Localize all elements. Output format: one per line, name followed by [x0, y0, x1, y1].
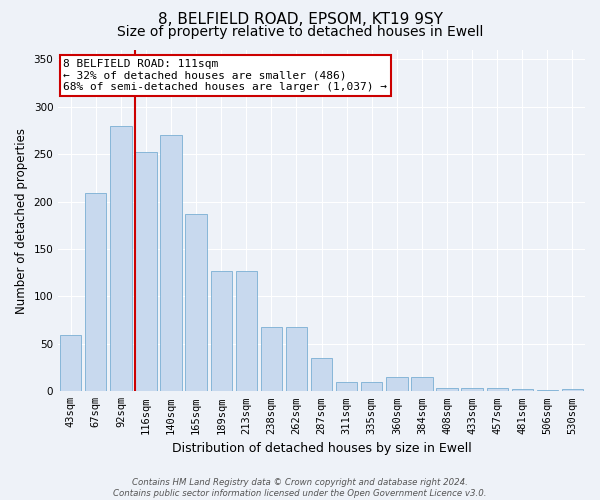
Bar [85, 193, 106, 392]
Bar [562, 390, 583, 392]
Bar [512, 390, 533, 392]
Bar [436, 388, 458, 392]
X-axis label: Distribution of detached houses by size in Ewell: Distribution of detached houses by size … [172, 442, 472, 455]
Bar [211, 271, 232, 392]
Bar [261, 327, 282, 392]
Text: Contains HM Land Registry data © Crown copyright and database right 2024.
Contai: Contains HM Land Registry data © Crown c… [113, 478, 487, 498]
Bar [537, 390, 558, 392]
Bar [487, 388, 508, 392]
Bar [236, 271, 257, 392]
Text: 8, BELFIELD ROAD, EPSOM, KT19 9SY: 8, BELFIELD ROAD, EPSOM, KT19 9SY [157, 12, 443, 28]
Bar [136, 152, 157, 392]
Bar [336, 382, 358, 392]
Bar [110, 126, 131, 392]
Bar [361, 382, 382, 392]
Bar [60, 336, 82, 392]
Text: 8 BELFIELD ROAD: 111sqm
← 32% of detached houses are smaller (486)
68% of semi-d: 8 BELFIELD ROAD: 111sqm ← 32% of detache… [64, 58, 388, 92]
Bar [311, 358, 332, 392]
Bar [286, 327, 307, 392]
Bar [386, 377, 407, 392]
Bar [411, 377, 433, 392]
Bar [185, 214, 207, 392]
Text: Size of property relative to detached houses in Ewell: Size of property relative to detached ho… [117, 25, 483, 39]
Bar [461, 388, 483, 392]
Bar [160, 136, 182, 392]
Y-axis label: Number of detached properties: Number of detached properties [15, 128, 28, 314]
